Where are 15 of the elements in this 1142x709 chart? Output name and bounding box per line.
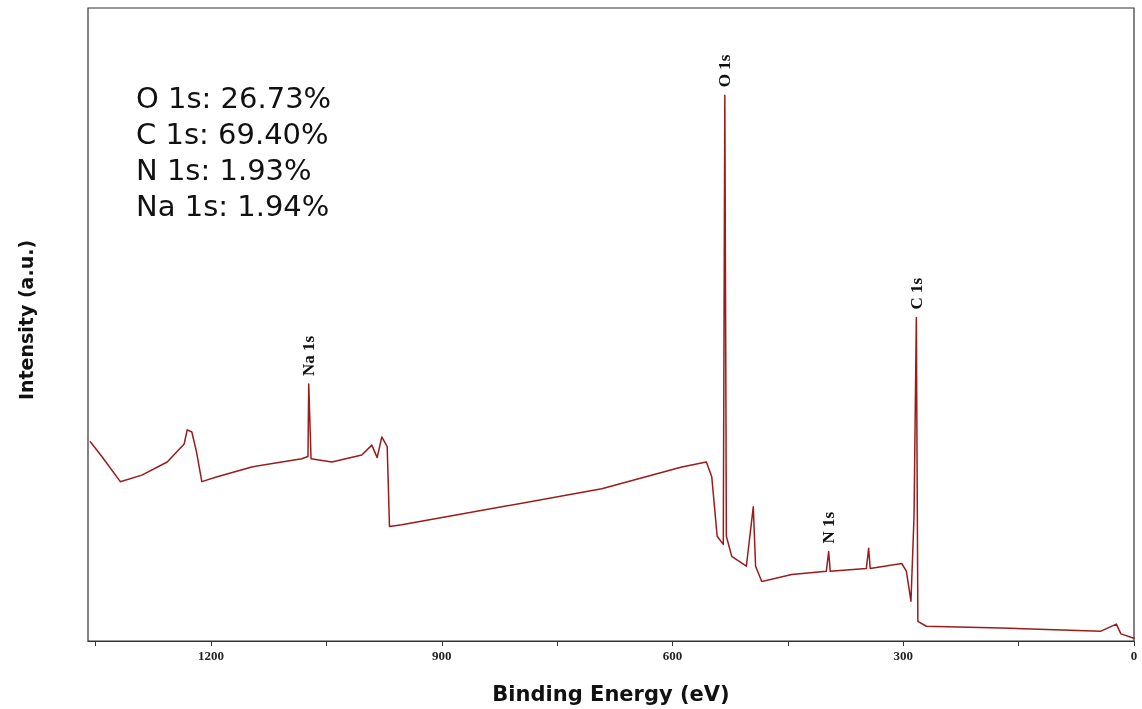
x-tick-label: 600 [662,648,683,663]
x-tick-label: 900 [432,648,452,663]
x-tick-label: 300 [893,648,914,663]
x-tick-label: 0 [1130,648,1138,663]
annotation: O 1s [715,54,735,88]
annotation: Na 1s [299,335,319,376]
annotation: N 1s: 1.93% [136,153,312,187]
annotation: Na 1s: 1.94% [136,189,330,223]
annotation: O 1s: 26.73% [136,81,332,115]
annotation: C 1s: 69.40% [136,117,329,151]
x-axis-title: Binding Energy (eV) [492,681,730,706]
y-axis-title: Intensity (a.u.) [15,239,37,401]
x-tick-label: 1200 [198,648,225,663]
annotation: N 1s [819,511,839,544]
annotation: C 1s [906,277,926,310]
